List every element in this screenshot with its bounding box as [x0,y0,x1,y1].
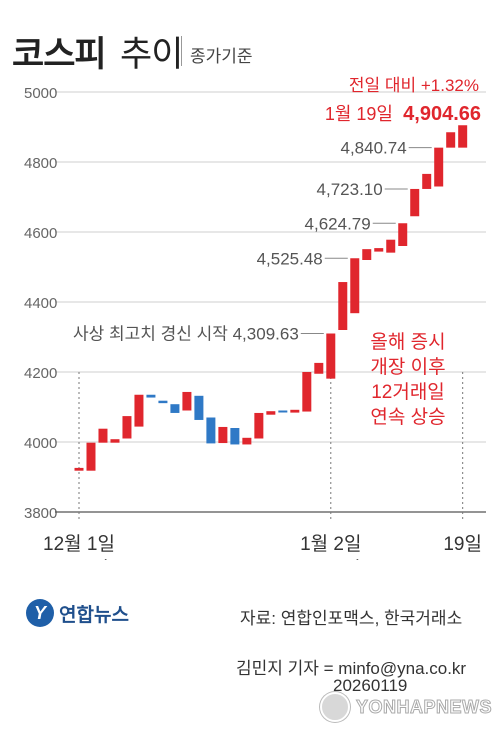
candle [410,188,420,217]
candle [458,125,468,148]
candle [362,249,372,260]
logo-text: 연합뉴스 [59,604,129,626]
x-date-label: 12월 1일 [43,533,115,555]
x-date-label: 19일 [443,533,482,555]
candle [230,428,240,445]
callout-text: 올해 증시 [370,331,445,353]
candle [398,223,408,246]
date-text: 20260119 [333,676,408,695]
highlight-date: 1월 19일 [325,104,393,124]
candle [446,132,456,148]
x-date-label: 2025년 [49,558,109,560]
chart-title: 코스피 [12,35,107,74]
price-annotation: 4,525.48 [257,249,323,268]
callout-text: 연속 상승 [370,406,445,428]
kospi-candlestick-chart: 3800 4000 4200 4400 4600 4800 5000 12월 1일 2025년 1… [24,76,486,560]
chart-note: 종가기준 [190,47,253,66]
candle [422,173,432,189]
watermark-text: YONHAPNEWS [355,696,493,717]
yonhap-logo: Y 연합뉴스 [26,598,129,628]
candle [254,412,264,439]
candle [158,400,168,404]
candle [278,410,288,413]
price-annotation: 4,624.79 [305,214,371,233]
callout-text: 개장 이후 [370,356,445,378]
highlight-value: 4,904.66 [403,103,481,125]
candle [182,391,192,411]
candle [374,248,384,252]
candle [86,442,96,471]
candle [386,239,396,253]
candle [146,394,156,398]
candle [110,439,120,443]
y-tick-label: 4800 [24,155,57,172]
candle [134,394,144,427]
y-tick-label: 4400 [24,295,57,312]
price-annotation: 4,840.74 [341,139,407,158]
y-tick-label: 4600 [24,225,57,242]
credit-text: 김민지 기자 = minfo@yna.co.kr [236,659,467,678]
source-text: 자료: 연합인포맥스, 한국거래소 [240,609,463,628]
candle [338,282,348,330]
candle [218,426,228,444]
candle [194,395,204,420]
y-tick-label: 4000 [24,435,57,452]
y-tick-label: 3800 [24,505,57,522]
candle [326,333,336,379]
callout-text: 12거래일 [371,381,445,403]
x-date-label: 1월 2일 [300,533,361,555]
candle [434,147,444,187]
watermark: YONHAPNEWS [320,692,492,722]
candle [290,409,300,413]
title-divider [181,36,182,66]
candle [206,417,216,444]
price-annotation: 사상 최고치 경신 시작 4,309.63 [73,325,299,344]
candle [98,428,108,443]
candle [170,404,180,413]
price-annotation: 4,723.10 [317,180,383,199]
chart-title-suffix: 추이 [120,35,183,74]
change-label: 전일 대비 +1.32% [349,76,479,95]
candle [122,416,132,439]
watermark-icon [320,692,350,722]
candle [302,372,312,412]
x-date-label: 2026년 [301,558,361,560]
y-tick-label: 4200 [24,365,57,382]
candle [314,362,324,374]
candle [350,258,360,314]
y-tick-label: 5000 [24,85,57,102]
candle [242,437,252,445]
candle [74,467,84,471]
yonhap-logo-icon: Y [26,599,54,627]
candle [266,411,276,415]
